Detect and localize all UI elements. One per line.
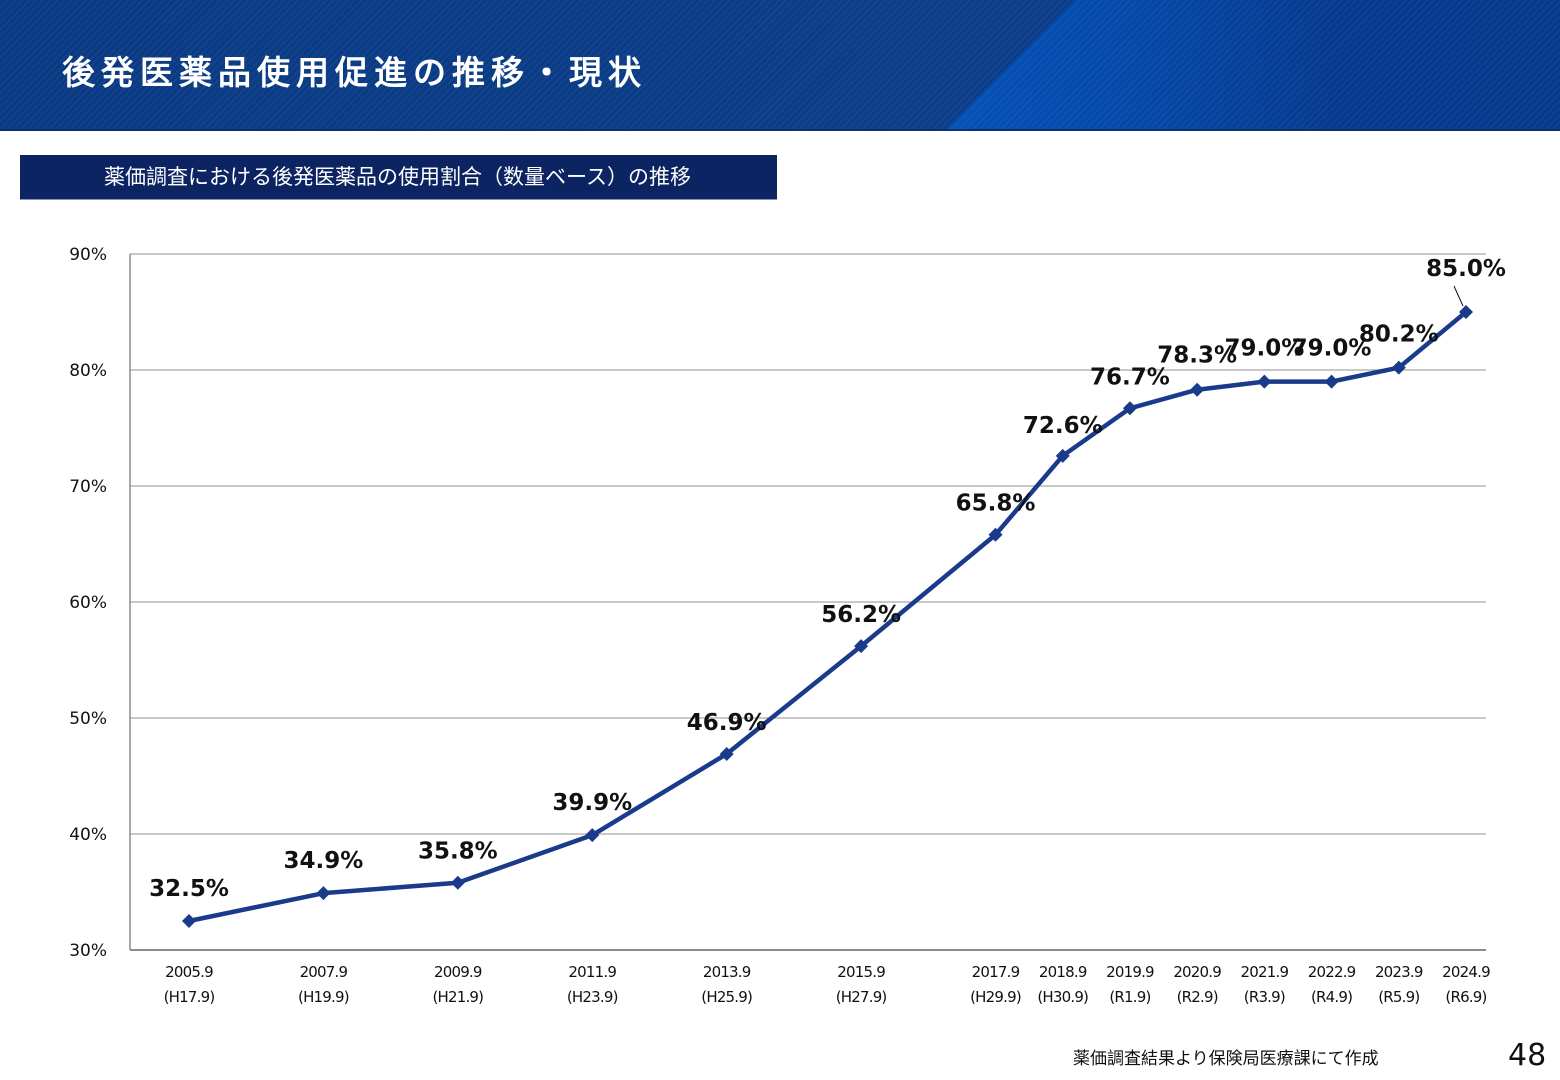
- x-tick-label-year: 2011.9: [568, 963, 616, 981]
- diamond-marker: [585, 828, 600, 843]
- diamond-marker: [1055, 448, 1070, 463]
- diamond-marker: [182, 914, 196, 928]
- data-label: 79.0%: [1224, 336, 1304, 362]
- header-divider: [0, 129, 1560, 131]
- x-tick-label-era: (H21.9): [432, 988, 483, 1006]
- x-tick-label-year: 2022.9: [1308, 963, 1356, 981]
- diamond-marker: [719, 746, 734, 761]
- data-label: 76.7%: [1090, 364, 1170, 390]
- x-tick-label-year: 2023.9: [1375, 963, 1423, 981]
- page-title: 後発医薬品使用促進の推移・現状: [62, 53, 647, 92]
- y-tick-label: 60%: [69, 593, 107, 613]
- x-tick-label-year: 2017.9: [972, 963, 1020, 981]
- page-number: 48: [1508, 1038, 1547, 1073]
- diamond-marker: [1324, 374, 1339, 389]
- data-label-leader-line: [1453, 285, 1464, 307]
- x-tick-label-era: (R4.9): [1311, 988, 1352, 1006]
- x-tick-label-era: (H17.9): [164, 988, 215, 1006]
- y-tick-label: 80%: [69, 361, 107, 381]
- x-tick-label-era: (H19.9): [298, 988, 349, 1006]
- x-tick-label-year: 2007.9: [300, 963, 348, 981]
- axes: [129, 254, 1486, 951]
- y-tick-labels: 30% 40% 50% 60% 70% 80% 90%: [69, 245, 107, 961]
- x-tick-label-year: 2021.9: [1241, 963, 1289, 981]
- x-tick-label-era: (H23.9): [567, 988, 618, 1006]
- diamond-marker: [1122, 401, 1137, 416]
- x-tick-label-era: (R5.9): [1378, 988, 1419, 1006]
- diamond-marker: [1190, 382, 1205, 397]
- x-tick-label-era: (H30.9): [1037, 988, 1088, 1006]
- series-line: [188, 310, 1468, 924]
- x-tick-label-era: (R1.9): [1109, 988, 1150, 1006]
- x-tick-label-year: 2020.9: [1173, 963, 1221, 981]
- x-tick-label-year: 2024.9: [1442, 963, 1490, 981]
- chart-title: 薬価調査における後発医薬品の使用割合（数量ベース）の推移: [104, 165, 691, 189]
- x-tick-label-year: 2005.9: [165, 963, 213, 981]
- diamond-marker: [988, 527, 1003, 542]
- data-label: 80.2%: [1359, 322, 1439, 348]
- data-label: 56.2%: [821, 602, 901, 628]
- data-label: 78.3%: [1157, 343, 1237, 369]
- diamond-marker: [450, 875, 465, 890]
- diamond-marker: [1257, 374, 1272, 389]
- x-tick-label-year: 2009.9: [434, 963, 482, 981]
- diamond-marker: [1391, 360, 1406, 375]
- x-tick-label-era: (R6.9): [1445, 988, 1486, 1006]
- diamond-marker: [854, 639, 869, 654]
- x-tick-label-era: (H29.9): [970, 988, 1021, 1006]
- chart-title-box: 薬価調査における後発医薬品の使用割合（数量ベース）の推移: [20, 155, 777, 200]
- x-tick-label-year: 2018.9: [1039, 963, 1087, 981]
- data-label: 32.5%: [149, 876, 229, 902]
- data-label: 65.8%: [956, 491, 1036, 517]
- source-note: 薬価調査結果より保険局医療課にて作成: [1073, 1049, 1379, 1069]
- data-label: 85.0%: [1426, 256, 1506, 282]
- data-label: 72.6%: [1023, 413, 1103, 439]
- x-tick-label-year: 2015.9: [837, 963, 885, 981]
- data-label: 34.9%: [284, 848, 364, 874]
- x-tick-label-year: 2013.9: [703, 963, 751, 981]
- x-tick-label-era: (H25.9): [701, 988, 752, 1006]
- y-tick-label: 30%: [69, 941, 107, 961]
- data-labels: 32.5% 34.9% 35.8% 39.9% 46.9% 56.2% 65.8% 72.6%…: [149, 256, 1506, 902]
- series-line-group: [188, 310, 1468, 924]
- x-tick-labels: 2005.9 (H17.9) 2007.9 (H19.9) 2009.9 (H21.9) 2…: [164, 963, 1491, 1006]
- data-label: 35.8%: [418, 839, 498, 865]
- gridlines: [130, 253, 1486, 835]
- series-markers: [182, 305, 1473, 928]
- x-tick-label-year: 2019.9: [1106, 963, 1154, 981]
- y-tick-label: 90%: [69, 245, 107, 265]
- diamond-marker: [1459, 305, 1473, 319]
- x-tick-label-era: (R3.9): [1244, 988, 1285, 1006]
- data-label: 79.0%: [1292, 336, 1372, 362]
- x-tick-label-era: (H27.9): [836, 988, 887, 1006]
- y-tick-label: 40%: [69, 825, 107, 845]
- y-tick-label: 70%: [69, 477, 107, 497]
- y-tick-label: 50%: [69, 709, 107, 729]
- x-tick-label-era: (R2.9): [1177, 988, 1218, 1006]
- data-label: 39.9%: [552, 790, 632, 816]
- slide-header: 後発医薬品使用促進の推移・現状: [0, 0, 1560, 131]
- diamond-marker: [316, 886, 331, 901]
- data-label: 46.9%: [687, 710, 767, 736]
